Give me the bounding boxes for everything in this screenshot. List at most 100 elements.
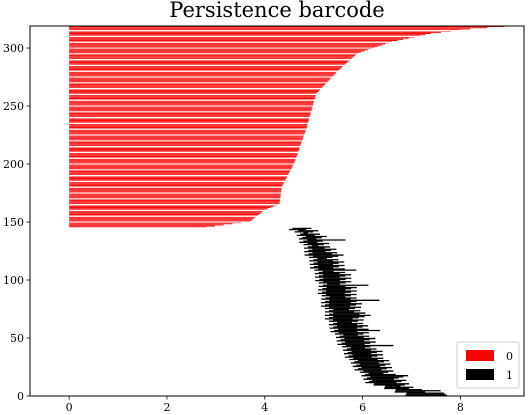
bar-series-0 [69,31,441,33]
bar-series-0 [69,167,292,169]
bar-series-0 [69,78,331,80]
bar-series-0 [69,211,262,213]
bar-series-0 [69,92,318,94]
bars-group [69,26,505,397]
bar-series-0 [69,201,280,203]
chart-title: Persistence barcode [169,0,384,22]
bar-series-0 [69,50,365,52]
bar-series-0 [69,153,298,155]
bar-series-0 [69,85,324,87]
y-tick-label: 0 [17,390,24,403]
bar-series-0 [69,51,362,53]
bar-series-0 [69,102,314,104]
bar-series-0 [69,147,300,149]
bar-series-0 [69,224,224,226]
bar-series-0 [69,200,280,202]
bar-series-0 [69,150,299,152]
bar-series-0 [69,194,281,196]
bar-series-0 [69,124,308,126]
bar-series-0 [69,107,313,109]
y-tick-label: 100 [3,274,24,287]
bar-series-0 [69,188,282,190]
bar-series-0 [69,172,290,174]
bar-series-0 [69,43,386,45]
y-tick-label: 200 [3,158,24,171]
bar-series-0 [69,28,471,30]
bar-series-0 [69,98,315,99]
axes-group: 0 2 4 6 8 0 50 100 150 200 250 300 [3,25,525,414]
bar-series-0 [69,44,382,46]
bar-series-0 [69,161,295,163]
bar-series-0 [69,72,336,74]
bar-series-0 [69,182,284,184]
y-tick-label: 150 [3,216,24,229]
bar-series-0 [69,149,300,151]
bar-series-0 [69,118,309,120]
x-tick-label: 8 [457,401,464,414]
bar-series-0 [69,69,340,70]
bar-series-0 [69,95,316,97]
bar-series-0 [69,178,287,180]
y-tick-label: 50 [10,332,24,345]
bar-series-0 [69,189,282,191]
bar-series-0 [69,127,307,128]
bar-series-0 [69,55,356,57]
bar-series-0 [69,196,281,198]
x-tick-label: 4 [261,401,268,414]
bar-series-0 [69,67,341,69]
legend: 01 [456,341,520,389]
bar-series-0 [69,34,426,36]
bar-series-0 [69,190,282,192]
legend-swatch-0 [466,350,494,361]
bar-series-0 [69,143,302,145]
bar-series-0 [69,159,296,161]
bar-series-0 [69,66,343,68]
bar-series-0 [69,108,312,110]
bar-series-0 [69,132,305,134]
bar-series-0 [69,38,404,40]
bar-series-0 [69,103,314,105]
bar-series-0 [69,156,297,157]
bar-series-0 [69,223,233,225]
bar-series-0 [69,45,379,47]
bar-series-0 [69,160,295,162]
bar-series-0 [69,120,309,122]
plot-frame [29,25,525,397]
bar-series-0 [69,195,281,197]
bar-series-0 [69,179,286,181]
bar-series-0 [69,207,271,209]
bar-series-0 [69,109,312,111]
bar-series-0 [69,225,215,227]
bar-series-0 [69,121,309,123]
bar-series-0 [69,202,280,204]
bar-series-0 [69,217,255,219]
legend-label-0: 0 [506,350,513,363]
x-tick-label: 0 [66,401,73,414]
y-tick-label: 250 [3,100,24,113]
bar-series-0 [69,74,334,76]
bar-series-0 [69,91,319,93]
bar-series-0 [69,218,254,220]
bar-series-0 [69,60,349,62]
bar-series-0 [69,37,409,39]
bar-series-0 [69,165,293,167]
bar-series-0 [69,62,348,64]
x-tick-label: 6 [359,401,366,414]
bar-series-0 [69,166,293,168]
bar-series-0 [69,84,325,86]
bar-series-0 [69,176,287,178]
bar-series-0 [69,219,252,221]
bar-series-0 [69,137,304,139]
bar-series-0 [69,33,432,35]
bar-series-0 [69,89,320,91]
bar-series-0 [69,136,304,138]
bar-series-0 [69,96,316,98]
bar-series-0 [69,213,259,215]
bar-series-0 [69,26,505,28]
bar-series-0 [69,56,354,58]
bar-series-0 [69,79,330,81]
bar-series-0 [69,171,290,173]
bar-series-0 [69,142,302,144]
